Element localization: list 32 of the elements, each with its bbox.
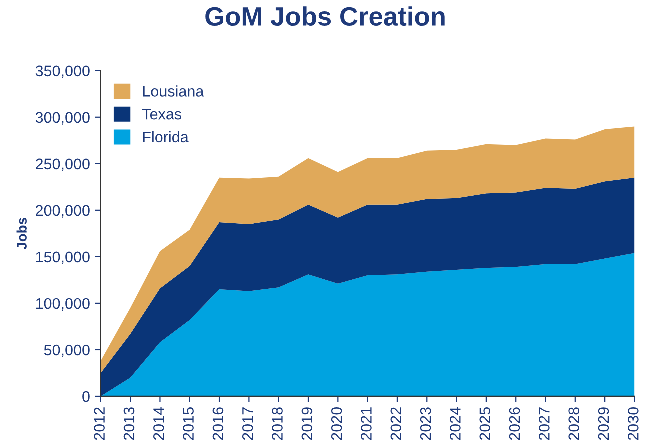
chart-title: GoM Jobs Creation xyxy=(206,6,445,26)
legend-label: Texas xyxy=(142,109,182,120)
x-tick-label: 2016 xyxy=(212,408,224,440)
y-axis-title: Jobs xyxy=(16,218,27,250)
x-tick-label: 2027 xyxy=(539,408,550,440)
x-tick-label: 2022 xyxy=(390,408,402,440)
x-tick-label: 2018 xyxy=(272,408,283,440)
x-tick-label: 2014 xyxy=(154,407,164,440)
x-tick-label: 2013 xyxy=(124,408,135,440)
x-tick-label: 2019 xyxy=(302,408,313,440)
x-tick-label: 2020 xyxy=(331,407,342,440)
legend-label: Lousiana xyxy=(143,86,204,97)
y-tick-label: 0 xyxy=(82,391,90,402)
x-tick-label: 2029 xyxy=(598,408,610,440)
x-tick-label: 2028 xyxy=(568,408,580,440)
y-tick-label: 150,000 xyxy=(36,252,90,264)
x-tick-label: 2024 xyxy=(450,407,461,440)
x-tick-label: 2026 xyxy=(509,408,520,440)
x-tick-label: 2012 xyxy=(94,408,106,440)
x-tick-label: 2015 xyxy=(183,408,194,440)
y-tick-label: 200,000 xyxy=(36,205,90,218)
legend-label: Florida xyxy=(143,131,189,143)
y-tick-label: 250,000 xyxy=(36,158,90,172)
x-tick-label: 2025 xyxy=(480,408,491,440)
y-tick-label: 350,000 xyxy=(36,66,90,78)
x-tick-label: 2017 xyxy=(242,408,254,440)
y-tick-label: 50,000 xyxy=(44,344,90,358)
y-tick-label: 300,000 xyxy=(36,112,90,125)
x-tick-label: 2021 xyxy=(361,408,372,440)
y-tick-label: 100,000 xyxy=(36,298,90,311)
x-tick-label: 2030 xyxy=(628,407,639,440)
x-tick-label: 2023 xyxy=(420,408,432,440)
